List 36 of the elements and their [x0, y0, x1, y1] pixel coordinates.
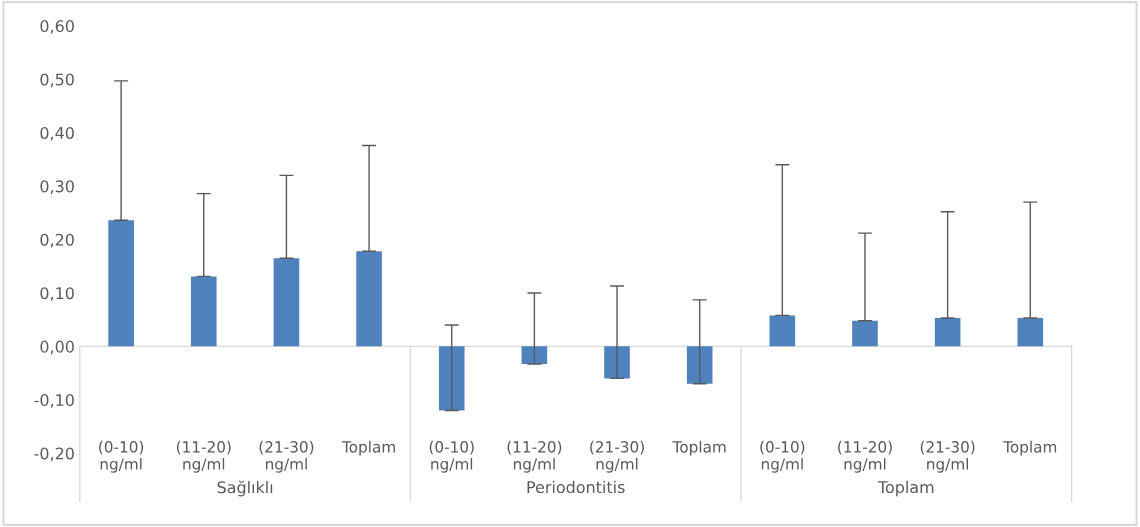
text: Sağlıklı — [217, 480, 273, 497]
y-tick-label: 0,20 — [40, 233, 74, 248]
x-tick-label: (21-30) ng/ml — [920, 440, 975, 473]
y-tick-label: 0,40 — [40, 126, 74, 141]
x-tick-label: Toplam — [672, 440, 726, 456]
x-tick-label: (0-10) ng/ml — [760, 440, 805, 473]
y-tick-label: 0,00 — [40, 340, 74, 355]
bar — [934, 318, 961, 347]
text: Periodontitis — [527, 480, 625, 494]
x-tick-label: (11-20) ng/ml — [507, 440, 562, 473]
bar — [769, 315, 796, 347]
x-tick-label: (0-10) ng/ml — [429, 440, 474, 473]
bar — [1017, 318, 1044, 347]
y-tick-label: 0,60 — [40, 20, 74, 34]
x-tick-label: (21-30) ng/ml — [259, 440, 314, 473]
bar — [686, 346, 713, 384]
y-tick-label: 0,30 — [40, 180, 74, 195]
bar — [273, 258, 300, 347]
text: Toplam — [877, 480, 934, 497]
x-tick-label: (11-20) ng/ml — [838, 440, 892, 473]
y-tick-label: -0,20 — [34, 447, 74, 462]
y-tick-label: -0,10 — [34, 394, 74, 408]
bar — [108, 220, 134, 347]
bar — [438, 346, 465, 411]
bar — [604, 346, 630, 379]
bar — [190, 276, 217, 347]
x-tick-label: (0-10) ng/ml — [99, 440, 144, 473]
x-tick-label: Toplam — [1003, 440, 1057, 456]
x-tick-label: (11-20) ng/ml — [176, 440, 231, 473]
x-tick-label: (21-30) ng/ml — [590, 440, 644, 473]
bar — [521, 346, 548, 364]
y-tick-label: 0,50 — [40, 73, 74, 88]
x-tick-label: Toplam — [341, 440, 395, 456]
y-tick-label: 0,10 — [40, 287, 74, 301]
bar — [356, 251, 382, 347]
bar — [852, 320, 878, 347]
